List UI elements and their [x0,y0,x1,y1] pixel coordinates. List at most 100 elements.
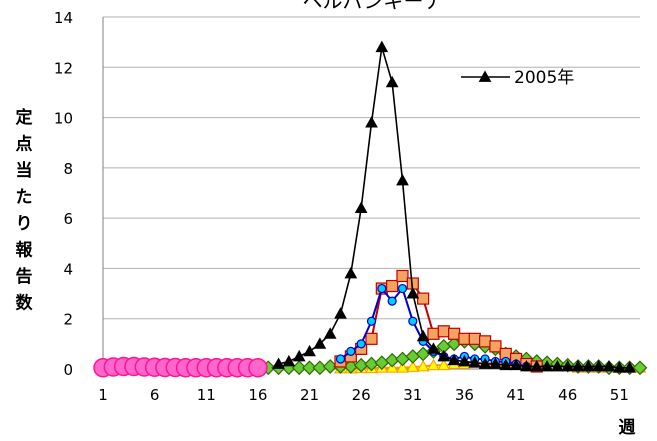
legend-label: 2005年 [514,68,574,88]
data-point [395,351,410,367]
data-point [582,359,595,372]
data-point [356,339,366,349]
x-axis-ticks: 1 6 11 16 21 26 31 36 41 46 51 [98,386,629,404]
data-point [427,342,440,354]
data-point [427,327,440,340]
y-tick-label: 8 [63,160,73,178]
data-point [448,327,461,340]
data-point [489,357,502,369]
y-tick-label: 2 [63,311,73,329]
data-point [396,173,409,186]
y-axis-label-char: 報 [16,240,34,261]
series-0 [93,356,268,378]
data-point [468,356,482,368]
x-tick-label: 1 [98,386,108,404]
data-point [302,360,317,376]
data-point [478,70,492,82]
x-tick-label: 36 [455,386,474,404]
data-point [499,358,513,371]
x-tick-label: 11 [197,386,216,404]
data-point [292,349,306,362]
data-point [551,359,564,372]
y-tick-label: 12 [54,59,73,77]
data-point [335,354,346,364]
data-point [416,359,430,372]
x-tick-label: 26 [352,386,371,404]
y-axis-ticks: 0 2 4 6 8 10 12 14 [54,9,73,379]
series-line [278,46,630,369]
data-point [530,359,544,372]
data-point [416,329,430,342]
data-point [478,335,492,348]
y-tick-label: 6 [63,210,73,228]
x-tick-label: 31 [403,386,422,404]
data-point [385,75,399,88]
y-tick-label: 0 [63,361,73,379]
data-point [354,201,368,213]
legend: 2005年 [461,68,574,88]
y-axis-label-char: 点 [16,134,33,155]
data-point [272,357,285,369]
data-point [406,360,420,372]
data-point [571,359,585,372]
data-point [447,353,461,366]
data-point [632,360,648,376]
x-axis-label: 週 [619,418,636,438]
data-point [478,357,492,369]
data-point [365,332,378,345]
data-point [408,316,418,326]
data-point [602,359,616,372]
x-tick-label: 46 [558,386,577,404]
data-point [405,349,421,364]
data-point [387,296,397,306]
x-tick-label: 16 [248,386,267,404]
data-point [346,346,356,356]
data-point [323,327,337,339]
data-point [366,316,377,326]
y-axis-label-char: た [16,188,33,208]
data-point [540,359,554,372]
chart-title: ヘルパンギーナ [303,0,444,13]
data-point [520,359,533,372]
data-point [396,269,409,283]
data-point [365,116,378,128]
data-point [377,283,387,294]
data-point [334,307,347,319]
series-2 [334,269,543,373]
data-point [592,359,606,372]
x-tick-label: 41 [507,386,526,404]
data-point [437,325,450,338]
x-tick-label: 6 [150,386,160,404]
data-point [303,344,316,357]
y-axis-label-char: り [16,214,33,234]
y-axis-label-char: 告 [16,266,33,287]
data-point [489,340,502,353]
y-tick-label: 14 [54,9,73,27]
data-point [406,287,420,299]
series-layer [93,40,648,378]
data-point [458,332,471,345]
data-point [458,354,471,367]
y-tick-label: 10 [54,110,73,128]
x-tick-label: 21 [300,386,319,404]
data-point [375,40,389,53]
y-axis-label-char: 当 [16,160,33,181]
data-point [282,354,296,367]
y-tick-label: 4 [63,260,73,278]
data-point [344,266,358,279]
data-point [427,358,440,371]
y-axis-label-char: 数 [16,293,34,314]
series-1 [272,40,637,373]
y-axis-label-char: 定 [16,107,33,128]
data-point [291,360,307,376]
data-point [509,358,523,371]
data-point [396,361,409,373]
data-point [417,292,430,305]
data-point [313,337,327,349]
data-point [561,359,575,372]
x-tick-label: 51 [610,386,629,404]
data-point [415,346,431,362]
data-point [437,349,451,362]
